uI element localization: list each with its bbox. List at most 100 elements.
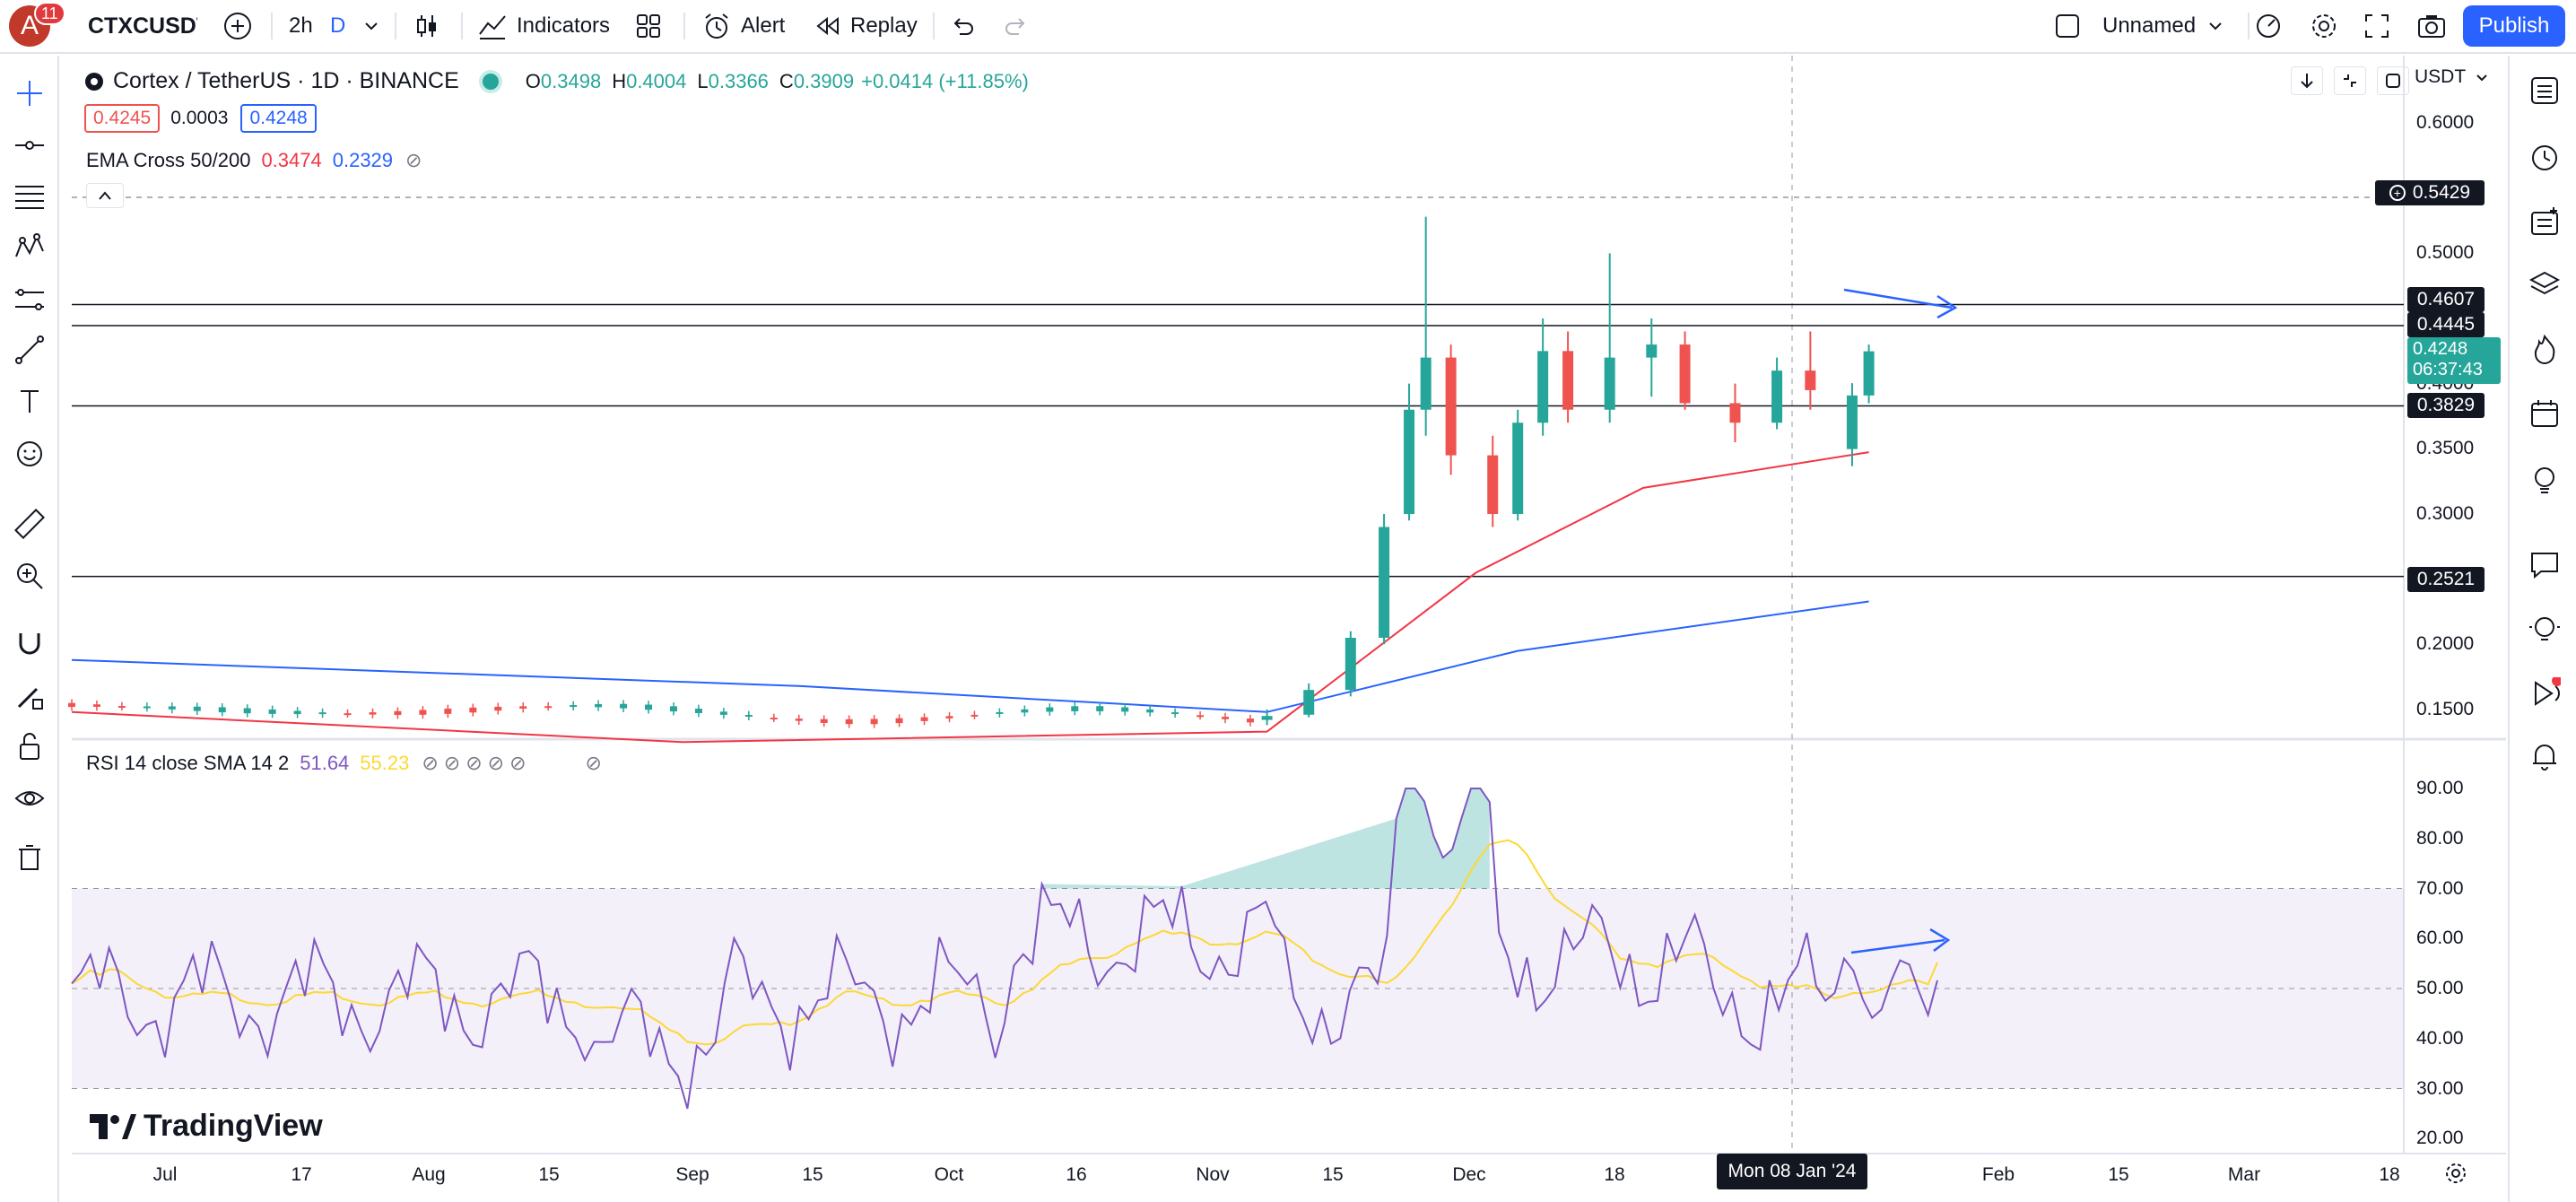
publish-button[interactable]: Publish [2463,5,2565,47]
chart-settings-button[interactable] [2443,1161,2468,1190]
history-candle-body [92,704,100,707]
reset-pane-button[interactable] [2377,66,2409,95]
redo-button[interactable] [1003,0,1030,52]
scroll-down-button[interactable] [2291,66,2323,95]
ema200-line [71,600,1869,713]
last-price: 0.4248 [2413,339,2468,359]
symbol-title[interactable]: Cortex / TetherUS · 1D · BINANCE [113,68,459,93]
symbol-search[interactable]: CTXCUSDT [84,0,197,52]
grid-icon [637,14,660,38]
collapse-pane-button[interactable] [2334,66,2366,95]
ask-price[interactable]: 0.4248 [240,104,317,133]
tradingview-watermark[interactable]: TradingView [90,1109,323,1144]
candle-body [1805,370,1816,390]
layers-button[interactable] [2526,266,2563,303]
price-tag-line[interactable]: 0.3829 [2407,393,2485,418]
chats-button[interactable] [2526,545,2563,583]
time-tick-label: 15 [2108,1164,2129,1185]
lock-drawings-tool[interactable] [12,728,48,764]
quick-search-button[interactable] [2253,0,2284,52]
help-button[interactable] [2526,610,2563,648]
stay-drawing-tool[interactable] [12,678,48,714]
text-tool[interactable] [12,384,48,420]
layout-checkbox[interactable] [2054,0,2081,52]
chat-icon [2531,553,2558,579]
rsi-sma-value: 55.23 [360,752,410,774]
candle-body [1512,422,1524,514]
chart-type-button[interactable] [413,0,441,52]
chevron-up-icon [99,191,111,200]
interval-favorite-button[interactable]: D [330,13,346,38]
remove-drawings-tool[interactable] [12,840,48,875]
magnet-tool[interactable] [12,626,48,662]
notifications-button[interactable] [2526,737,2563,775]
rsi-sma-line [71,839,1938,1046]
last-price-tag: 0.4248 06:37:43 [2407,337,2501,384]
templates-button[interactable] [635,0,662,52]
channel-tool[interactable] [12,178,48,213]
idea-lamp-icon [2529,617,2560,640]
fullscreen-button[interactable] [2363,0,2391,52]
interval-button[interactable]: 2h [289,13,313,38]
undo-button[interactable] [949,0,976,52]
gear-icon [2312,14,2336,38]
crosshair-tool[interactable] [12,75,48,111]
measure-tool[interactable] [12,506,48,542]
snapshot-button[interactable] [2416,0,2447,52]
replay-button[interactable]: Replay [814,0,918,52]
ohlc-open: O0.3498 [525,69,602,92]
tradingview-logo-icon [90,1113,136,1139]
trendline-tool[interactable] [12,127,48,163]
price-tag-line[interactable]: 0.4445 [2407,312,2485,337]
interval-dropdown[interactable] [362,0,380,52]
bid-ask-legend: 0.4245 0.0003 0.4248 [84,104,327,133]
annotation-arrow-line [1843,288,1953,309]
pattern-tool[interactable] [12,230,48,266]
watchlist-button[interactable] [2526,72,2563,109]
price-tick-label: 0.3000 [2416,502,2475,524]
hide-drawings-tool[interactable] [12,780,48,816]
bar-countdown: 06:37:43 [2413,360,2483,379]
history-candle-body [996,711,1004,714]
forecasting-tool[interactable] [12,282,48,318]
alerts-panel-button[interactable] [2526,138,2563,176]
hotlists-button[interactable] [2526,330,2563,368]
history-candle-body [1046,707,1054,712]
layout-name-button[interactable]: Unnamed [2102,0,2224,52]
brush-tool[interactable] [12,332,48,368]
ideas-button[interactable] [2526,461,2563,499]
price-tag-line[interactable]: 0.4607 [2407,287,2485,312]
speedometer-icon [2257,14,2280,38]
compare-symbol-button[interactable] [222,0,253,52]
history-candle-body [469,707,477,713]
main-legend: Cortex / TetherUS · 1D · BINANCE O0.3498… [84,68,1029,94]
price-tick-label: 0.1500 [2416,698,2475,719]
zoom-tool[interactable] [12,558,48,594]
candle-body [1420,357,1432,410]
history-candle-body [694,709,702,714]
alert-button[interactable]: Alert [701,0,785,52]
ema-legend[interactable]: EMA Cross 50/200 0.3474 0.2329 ⊘ [86,149,422,172]
bid-price[interactable]: 0.4245 [84,104,161,133]
rsi-legend[interactable]: RSI 14 close SMA 14 2 51.64 55.23 ⊘⊘⊘⊘⊘ … [86,752,602,775]
candle-body [1445,357,1457,456]
history-candle-body [218,707,226,713]
indicators-button[interactable]: Indicators [477,0,610,52]
history-candle-body [444,709,452,714]
symbol-logo-icon [85,72,103,91]
object-tree-button[interactable] [2526,203,2563,240]
plus-circle-icon [224,13,251,39]
price-tag-line[interactable]: 0.2521 [2407,567,2485,592]
history-candle-body [68,702,75,708]
arrow-down-icon [2301,74,2313,89]
collapse-legend-button[interactable] [86,183,124,208]
price-tag-alert-line[interactable]: + 0.5429 [2375,180,2485,205]
emoji-tool[interactable] [12,436,48,472]
settings-button[interactable] [2309,0,2339,52]
currency-selector[interactable]: USDT [2415,66,2489,88]
calendar-button[interactable] [2526,395,2563,432]
streams-button[interactable] [2526,675,2563,712]
history-candle-body [1121,707,1129,712]
history-candle-body [419,710,427,715]
